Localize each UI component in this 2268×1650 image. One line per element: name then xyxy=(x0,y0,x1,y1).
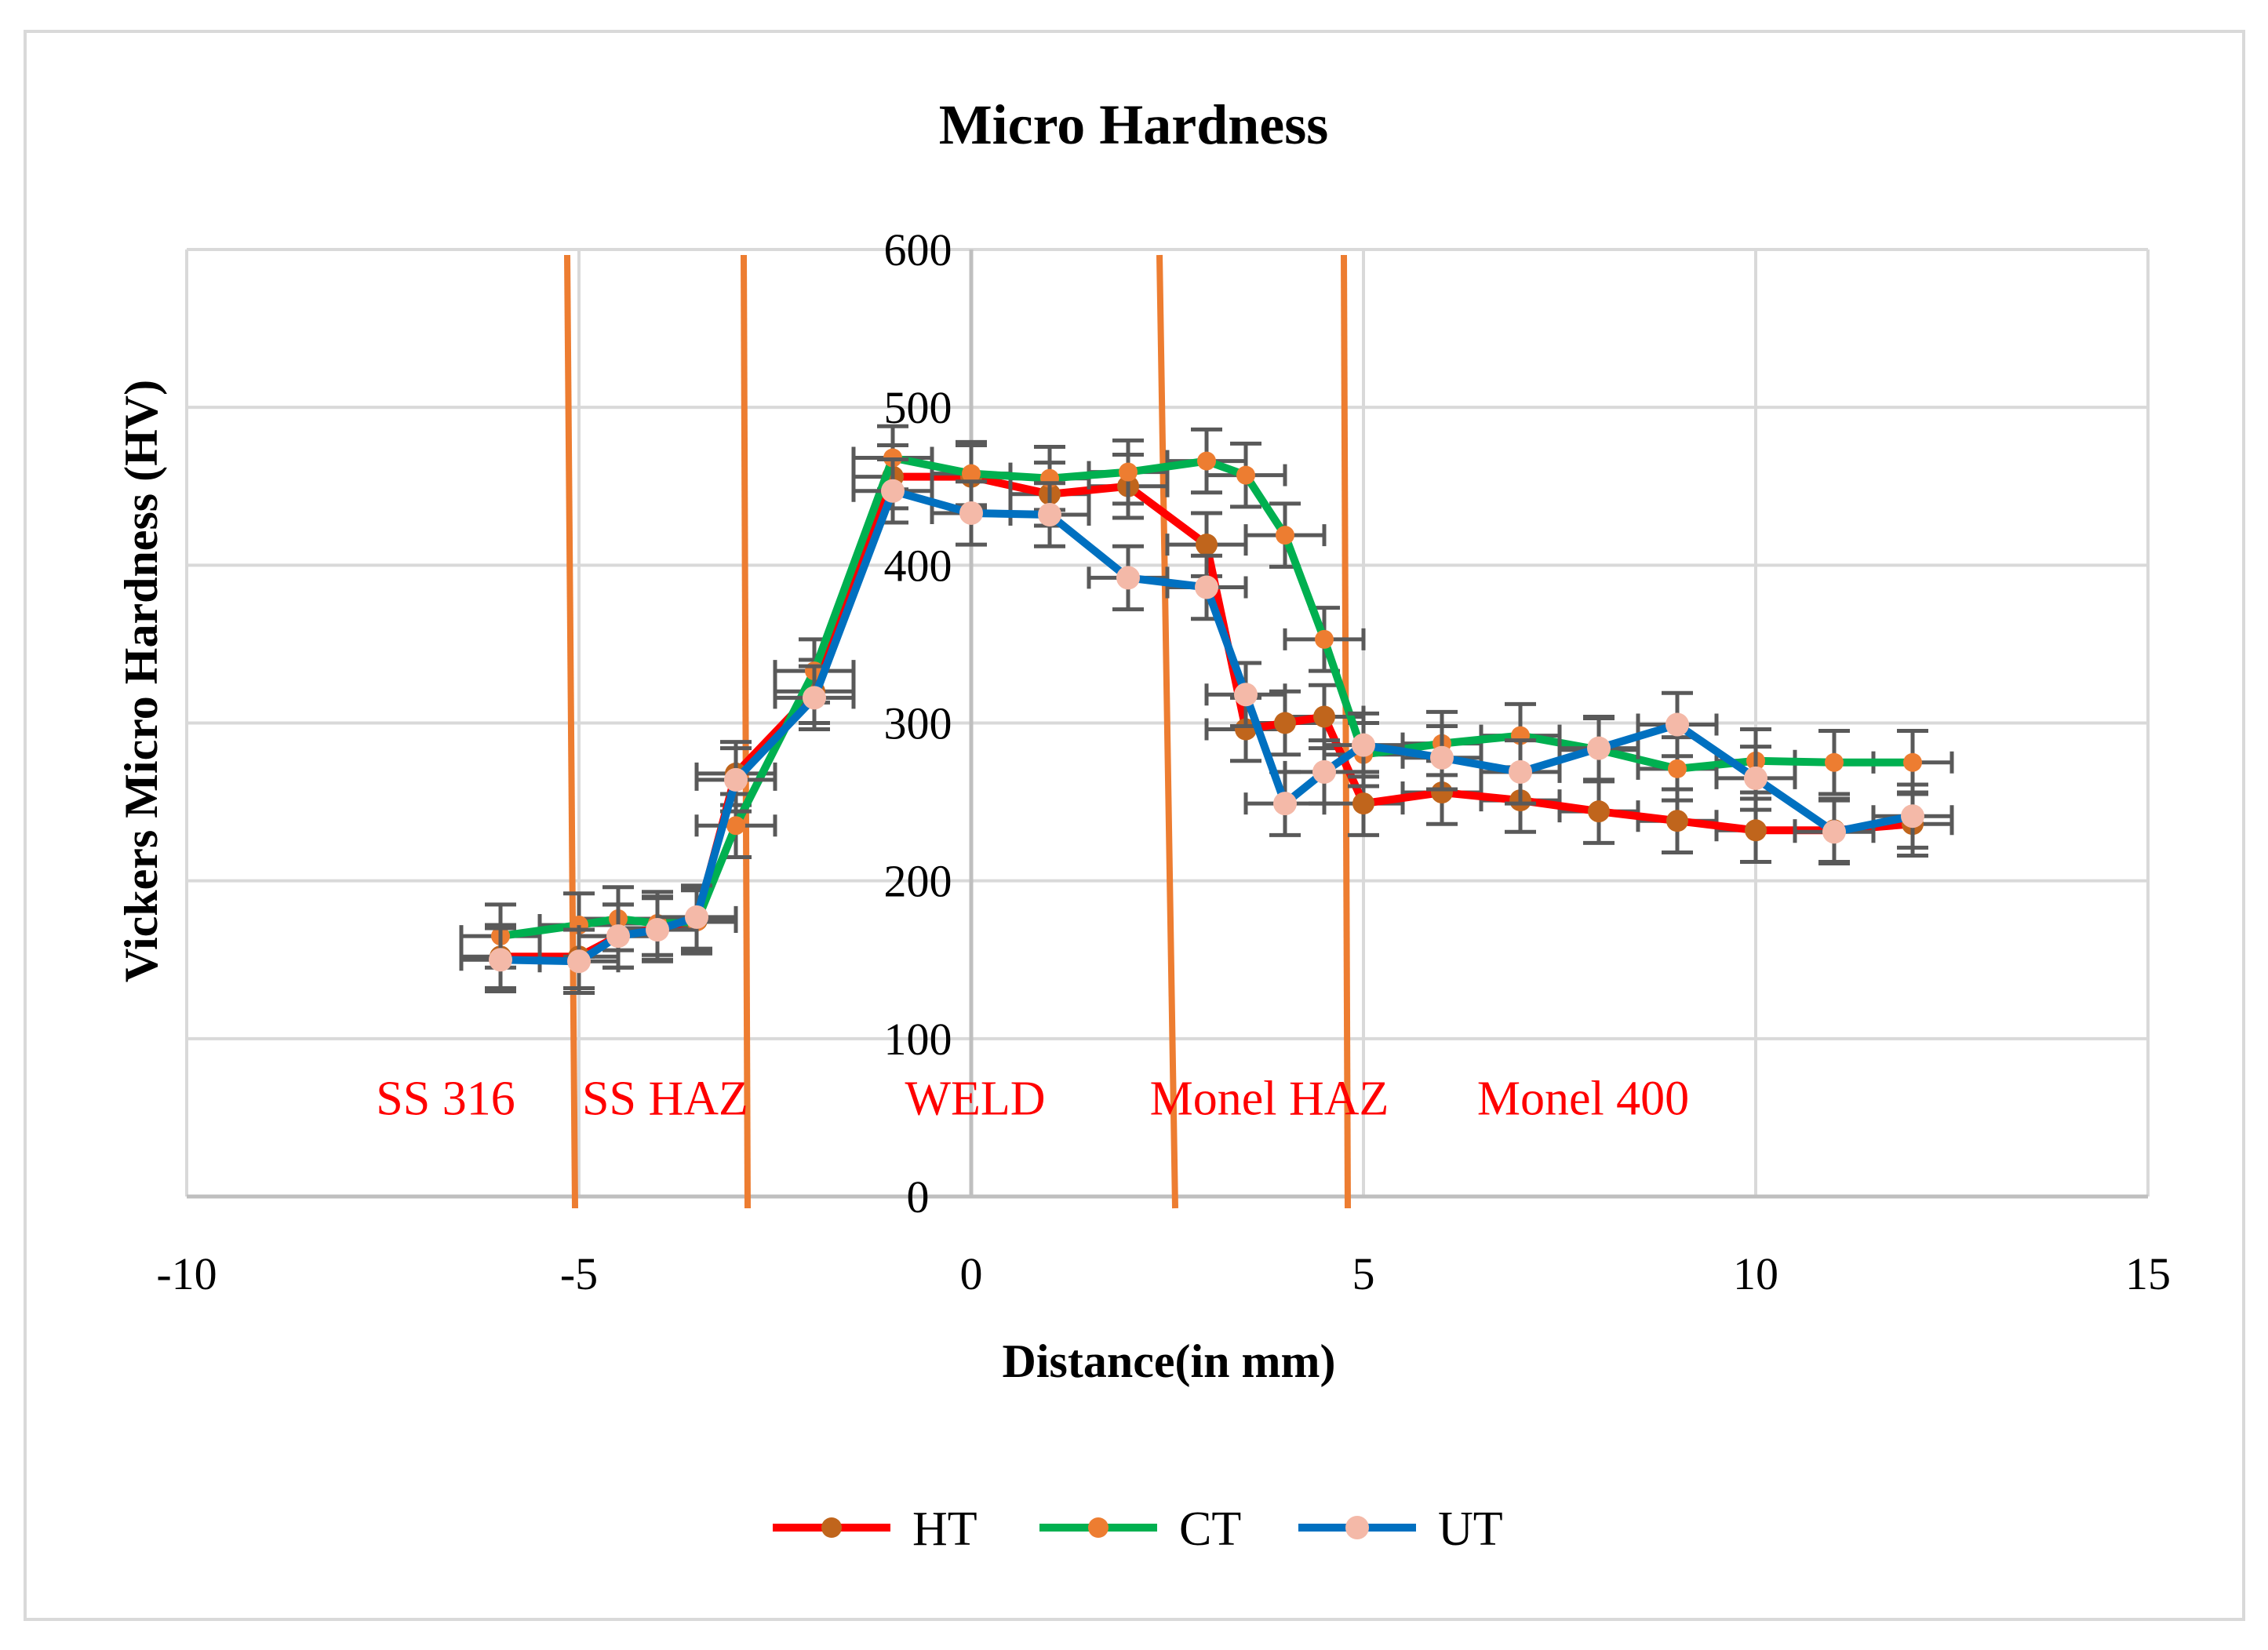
data-point-ct-5 xyxy=(726,816,745,836)
legend-marker-ct xyxy=(1088,1517,1109,1538)
y-tick-labels: 0 100 200 300 400 500 600 xyxy=(884,224,952,1222)
x-tick-labels: -10 -5 0 5 10 15 xyxy=(156,1248,2171,1299)
x-tick-label: 15 xyxy=(2125,1248,2171,1299)
data-point-ut-5 xyxy=(724,767,748,792)
data-point-ht-20 xyxy=(1745,819,1767,842)
data-point-ut-13 xyxy=(1273,792,1297,816)
x-tick-label: -10 xyxy=(156,1248,217,1299)
data-point-ut-1 xyxy=(567,949,591,974)
series-ht xyxy=(459,443,1954,990)
y-tick-label: 0 xyxy=(907,1171,930,1222)
zone-boundary-line-3 xyxy=(1156,254,1178,1209)
data-point-ut-18 xyxy=(1587,736,1611,760)
data-point-ht-13 xyxy=(1274,712,1296,734)
data-point-ut-15 xyxy=(1352,733,1375,757)
zone-label: SS 316 xyxy=(376,1072,515,1125)
y-tick-label: 100 xyxy=(884,1014,952,1065)
data-point-ct-12 xyxy=(1236,465,1255,485)
data-point-ht-16 xyxy=(1431,781,1453,804)
x-tick-label: 10 xyxy=(1733,1248,1778,1299)
data-point-ut-0 xyxy=(489,948,512,972)
y-tick-label: 400 xyxy=(884,540,952,591)
zone-label: Monel HAZ xyxy=(1150,1072,1389,1125)
x-tick-label: 5 xyxy=(1352,1248,1375,1299)
zone-boundary-line-4 xyxy=(1341,254,1351,1209)
y-tick-label: 600 xyxy=(884,224,952,275)
x-axis-title: Distance(in mm) xyxy=(1003,1335,1336,1387)
data-point-ht-11 xyxy=(1196,534,1218,556)
data-point-ct-10 xyxy=(1119,462,1138,482)
y-tick-label: 200 xyxy=(884,856,952,907)
data-point-ct-14 xyxy=(1315,629,1334,649)
y-tick-label: 500 xyxy=(884,382,952,433)
chart-title: Micro Hardness xyxy=(939,93,1329,156)
legend-item-ht: HT xyxy=(773,1502,977,1556)
y-tick-label: 300 xyxy=(884,698,952,749)
data-point-ut-19 xyxy=(1666,712,1689,737)
legend-marker-ut xyxy=(1345,1516,1369,1539)
data-point-ht-14 xyxy=(1313,705,1335,728)
data-point-ut-4 xyxy=(685,905,708,929)
data-point-ut-11 xyxy=(1195,575,1218,599)
data-point-ht-18 xyxy=(1588,800,1610,823)
series-layer xyxy=(459,424,1954,995)
data-point-ht-19 xyxy=(1666,810,1688,832)
data-point-ut-17 xyxy=(1509,759,1532,784)
data-point-ut-2 xyxy=(606,924,630,949)
data-point-ut-22 xyxy=(1901,804,1924,829)
zone-label: SS HAZ xyxy=(582,1072,748,1125)
zone-boundary-line-2 xyxy=(741,254,751,1209)
data-point-ut-8 xyxy=(959,501,983,525)
y-axis-title: Vickers Micro Hardness (HV) xyxy=(115,380,167,982)
data-point-ht-12 xyxy=(1235,718,1257,741)
data-point-ut-12 xyxy=(1234,683,1258,707)
data-point-ut-3 xyxy=(646,918,669,942)
zone-label: Monel 400 xyxy=(1477,1072,1689,1125)
zone-layer: SS 316 SS HAZ WELD Monel HAZ Monel 400 xyxy=(376,254,1689,1209)
data-point-ct-8 xyxy=(962,464,981,483)
legend-label: CT xyxy=(1179,1502,1241,1556)
data-point-ct-19 xyxy=(1668,759,1687,778)
data-point-ct-11 xyxy=(1197,451,1216,471)
data-point-ut-21 xyxy=(1822,820,1846,844)
legend-marker-ht xyxy=(821,1517,842,1538)
data-point-ut-20 xyxy=(1744,766,1767,790)
legend-label: HT xyxy=(912,1502,977,1556)
data-point-ht-15 xyxy=(1352,792,1374,815)
series-ut xyxy=(459,457,1954,995)
zone-boundary-line-1 xyxy=(564,254,578,1209)
data-point-ct-13 xyxy=(1276,526,1294,545)
legend-item-ct: CT xyxy=(1039,1502,1241,1556)
legend: HT CT UT xyxy=(773,1502,1503,1556)
data-point-ut-10 xyxy=(1116,566,1140,590)
data-point-ut-16 xyxy=(1430,745,1454,770)
legend-item-ut: UT xyxy=(1298,1502,1503,1556)
data-point-ut-6 xyxy=(803,686,826,710)
zone-label: WELD xyxy=(905,1072,1045,1125)
x-tick-label: -5 xyxy=(560,1248,598,1299)
legend-label: UT xyxy=(1438,1502,1503,1556)
data-point-ut-7 xyxy=(881,479,905,503)
data-point-ct-22 xyxy=(1903,752,1922,772)
axis-layer xyxy=(187,250,2148,1199)
data-point-ct-21 xyxy=(1825,752,1844,772)
data-point-ut-9 xyxy=(1038,502,1061,526)
data-point-ut-14 xyxy=(1312,759,1336,784)
x-tick-label: 0 xyxy=(960,1248,983,1299)
